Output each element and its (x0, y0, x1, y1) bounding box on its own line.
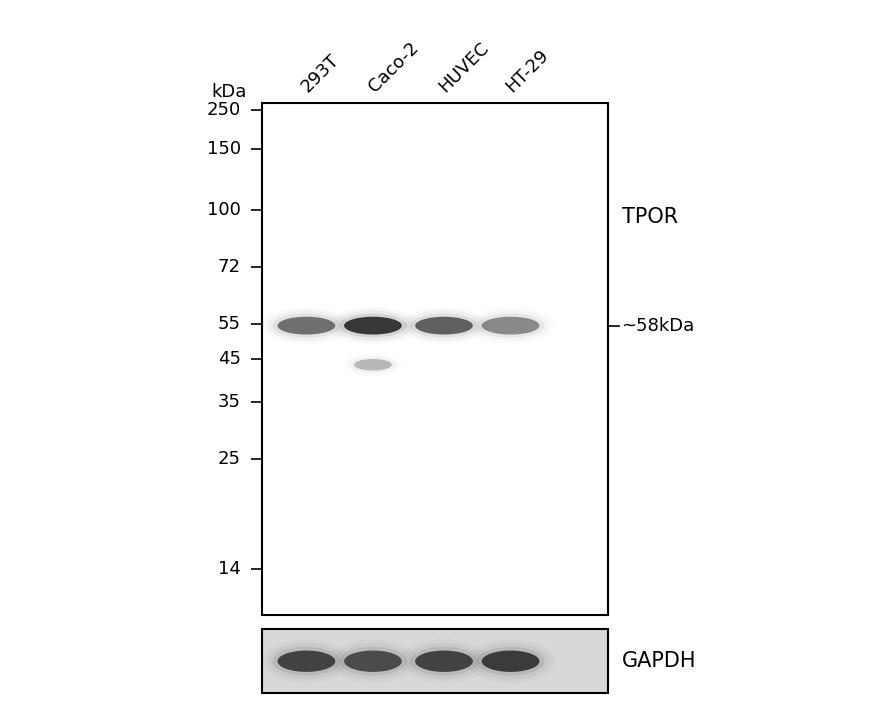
Text: GAPDH: GAPDH (622, 651, 696, 671)
Ellipse shape (410, 647, 478, 675)
Text: 100: 100 (207, 201, 241, 219)
Ellipse shape (277, 651, 335, 672)
Text: 35: 35 (218, 392, 241, 411)
Ellipse shape (339, 647, 407, 675)
Ellipse shape (477, 647, 544, 675)
Text: 45: 45 (218, 350, 241, 368)
Ellipse shape (344, 317, 401, 335)
Ellipse shape (273, 314, 340, 338)
Text: 55: 55 (218, 314, 241, 333)
Text: Caco-2: Caco-2 (365, 39, 422, 96)
Ellipse shape (481, 651, 539, 672)
Ellipse shape (277, 317, 335, 335)
Text: 72: 72 (218, 257, 241, 276)
Bar (262, 103, 608, 615)
Text: 25: 25 (218, 449, 241, 468)
Ellipse shape (354, 359, 392, 370)
Ellipse shape (481, 317, 539, 335)
Ellipse shape (339, 314, 407, 338)
Text: kDa: kDa (211, 83, 247, 102)
Text: TPOR: TPOR (622, 207, 678, 227)
Ellipse shape (415, 651, 472, 672)
Ellipse shape (410, 314, 478, 338)
Text: ~58kDa: ~58kDa (622, 316, 694, 335)
Text: HT-29: HT-29 (503, 46, 552, 96)
Ellipse shape (344, 651, 401, 672)
Ellipse shape (273, 647, 340, 675)
Bar (262, 629, 608, 693)
Text: HUVEC: HUVEC (436, 39, 493, 96)
Text: 150: 150 (207, 140, 241, 159)
Text: 293T: 293T (298, 51, 343, 96)
Ellipse shape (477, 314, 544, 338)
Text: 250: 250 (206, 101, 241, 119)
Text: 14: 14 (218, 560, 241, 578)
Ellipse shape (415, 317, 472, 335)
